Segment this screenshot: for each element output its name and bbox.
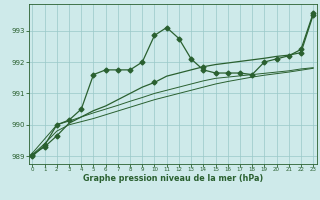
X-axis label: Graphe pression niveau de la mer (hPa): Graphe pression niveau de la mer (hPa) (83, 174, 263, 183)
